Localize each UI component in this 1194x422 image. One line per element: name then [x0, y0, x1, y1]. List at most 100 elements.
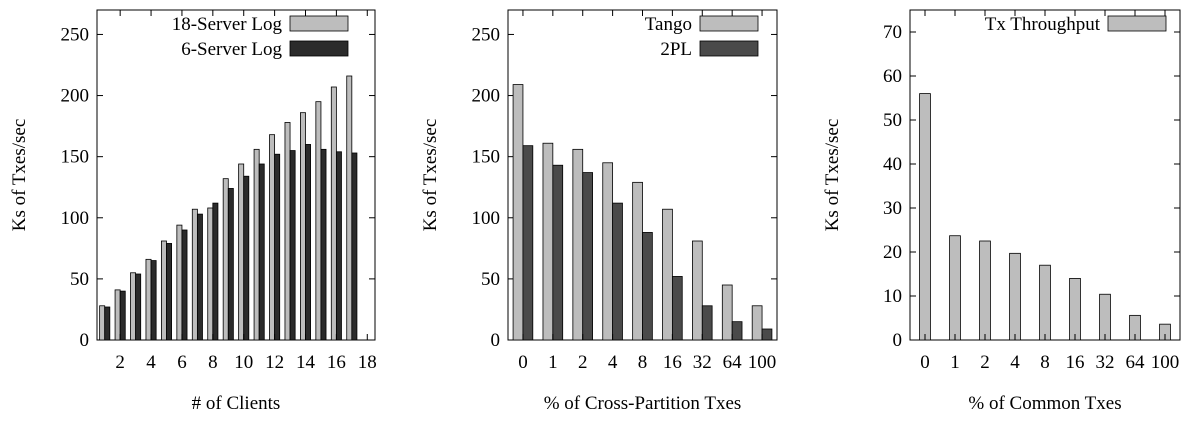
y-tick-label: 150: [61, 147, 90, 168]
x-tick-label: 0: [920, 352, 930, 373]
chart-clients: 0 50 100 150 200 250 2 4 6 8 10 12 14 16 18 # of Client…: [9, 9, 377, 414]
bar-6-server-log-12: [274, 153, 281, 341]
y-tick-label: 70: [883, 22, 902, 43]
y-axis-label: Ks of Txes/sec: [9, 119, 30, 232]
x-tick-label: 100: [1151, 352, 1180, 373]
x-tick-label: 2: [115, 352, 125, 373]
bar-6-server-log-5: [166, 243, 172, 341]
x-tick-label: 2: [578, 352, 588, 373]
legend-label: 18-Server Log: [172, 14, 283, 35]
bar-18-server-log-6: [176, 224, 183, 341]
x-tick-label: 32: [1096, 352, 1115, 373]
legend-label: Tango: [645, 14, 692, 35]
bar-2pl-100: [761, 328, 773, 341]
bar-18-server-log-5: [161, 240, 167, 341]
bar-6-server-log-10: [243, 175, 250, 341]
x-tick-label: 16: [327, 352, 346, 373]
bar-2pl-32: [701, 305, 713, 341]
bar-tango-8: [632, 181, 643, 341]
x-tick-label: 64: [1126, 352, 1146, 373]
legend-swatch: [289, 15, 349, 32]
x-tick-label: 1: [548, 352, 558, 373]
x-tick-label: 8: [208, 352, 218, 373]
bar-18-server-log-4: [145, 258, 152, 341]
bar-tango-100: [751, 305, 763, 341]
bar-2pl-16: [671, 276, 683, 341]
y-tick-label: 250: [472, 24, 501, 45]
x-tick-label: 10: [234, 352, 253, 373]
y-tick-label: 100: [61, 208, 90, 229]
bar-2pl-64: [731, 321, 743, 341]
x-tick-label: 64: [723, 352, 743, 373]
x-tick-label: 12: [265, 352, 284, 373]
x-tick-label: 4: [608, 352, 618, 373]
x-tick-label: 32: [693, 352, 712, 373]
bar-18-server-log-16: [330, 86, 337, 341]
bar-6-server-log-16: [335, 151, 342, 341]
bar-tx-throughput-16: [1069, 277, 1081, 341]
bar-tx-throughput-32: [1099, 293, 1111, 341]
x-tick-label: 4: [146, 352, 156, 373]
legend-swatch: [699, 15, 759, 32]
legend-swatch: [289, 40, 349, 57]
y-tick-label: 10: [883, 286, 902, 307]
y-tick-label: 30: [883, 198, 902, 219]
bar-6-server-log-6: [181, 229, 188, 341]
bar-2pl-0: [522, 145, 534, 341]
x-tick-label: 16: [1066, 352, 1085, 373]
x-tick-label: 0: [518, 352, 528, 373]
y-tick-label: 200: [61, 86, 90, 107]
bar-18-server-log-13: [284, 122, 291, 341]
bar-tango-64: [721, 284, 733, 341]
x-tick-label: 18: [358, 352, 377, 373]
x-tick-label: 1: [950, 352, 960, 373]
bar-6-server-log-2: [119, 290, 126, 341]
y-tick-label: 150: [472, 147, 501, 168]
bar-tango-16: [662, 208, 673, 341]
x-axis-label: % of Cross-Partition Txes: [544, 393, 742, 414]
bar-18-server-log-2: [114, 289, 121, 341]
y-axis-label: Ks of Txes/sec: [822, 119, 843, 232]
bar-2pl-1: [552, 164, 564, 341]
x-tick-label: 4: [1010, 352, 1020, 373]
legend-swatch: [1107, 15, 1167, 32]
bar-tx-throughput-8: [1039, 264, 1051, 341]
bar-tango-1: [542, 142, 554, 341]
legend-label: 2PL: [660, 39, 692, 60]
bar-tx-throughput-1: [949, 235, 961, 341]
bar-2pl-4: [612, 202, 623, 341]
bar-tango-32: [692, 240, 703, 341]
bar-6-server-log-17: [351, 152, 358, 341]
legend-label: Tx Throughput: [985, 14, 1101, 35]
bar-18-server-log-17: [346, 75, 353, 341]
bar-6-server-log-7: [196, 213, 203, 341]
bar-18-server-log-1: [99, 305, 106, 341]
bar-6-server-log-13: [289, 150, 296, 341]
bar-18-server-log-12: [269, 134, 276, 341]
bar-18-server-log-10: [238, 163, 245, 341]
bar-2pl-2: [582, 172, 593, 341]
y-tick-label: 200: [472, 86, 501, 107]
y-tick-label: 60: [883, 66, 902, 87]
bar-tango-2: [572, 148, 584, 341]
x-tick-label: 8: [638, 352, 648, 373]
y-tick-label: 50: [883, 110, 902, 131]
bar-18-server-log-14: [300, 112, 306, 341]
bar-18-server-log-8: [207, 207, 214, 341]
y-tick-label: 250: [61, 24, 90, 45]
plot-frame: [96, 9, 376, 341]
y-tick-label: 50: [70, 269, 89, 290]
bar-2pl-8: [642, 232, 653, 341]
x-axis-label: # of Clients: [192, 393, 281, 414]
x-axis-label: % of Common Txes: [968, 393, 1121, 414]
bar-6-server-log-15: [320, 148, 327, 341]
bar-6-server-log-8: [212, 202, 219, 341]
y-axis-label: Ks of Txes/sec: [420, 119, 441, 232]
bar-tx-throughput-4: [1009, 252, 1021, 341]
legend-label: 6-Server Log: [181, 39, 282, 60]
x-tick-label: 16: [663, 352, 682, 373]
x-tick-label: 2: [980, 352, 990, 373]
